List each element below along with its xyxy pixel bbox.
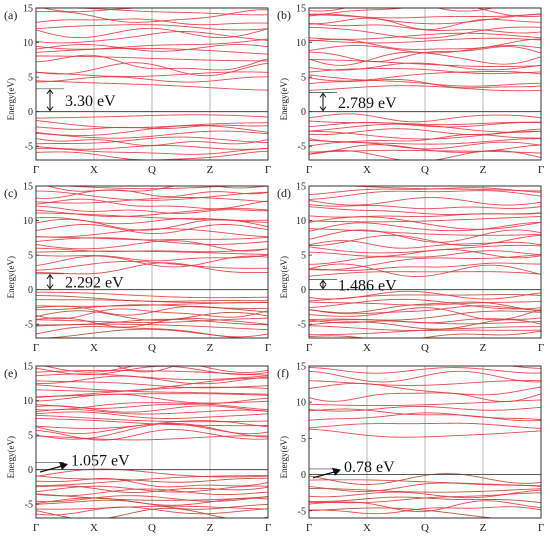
kpoint-label: X [363, 522, 371, 534]
y-tick-label: 5 [28, 73, 33, 84]
y-tick-label: 15 [296, 362, 306, 373]
kpoint-label: Z [207, 522, 214, 534]
y-tick-label: 15 [23, 182, 33, 193]
kpoint-label: Z [207, 164, 214, 176]
y-tick-label: -5 [25, 320, 33, 331]
kpoint-label: Γ [538, 522, 544, 534]
y-tick-label: 5 [301, 73, 306, 84]
kpoint-label: Q [421, 164, 429, 176]
kpoint-label: Z [207, 342, 214, 354]
kpoint-label: X [90, 342, 98, 354]
kpoint-label: Γ [306, 342, 312, 354]
y-tick-label: 0 [28, 465, 33, 476]
y-tick-label: 5 [301, 434, 306, 445]
y-tick-label: -5 [298, 506, 306, 517]
kpoint-label: Γ [306, 164, 312, 176]
kpoint-label: Γ [265, 342, 271, 354]
y-tick-label: 15 [23, 362, 33, 373]
gap-value-label: 2.292 eV [65, 275, 124, 292]
kpoint-label: Γ [265, 164, 271, 176]
panel-f: -5 0 5 10 15 Γ X Q Z Γ Energy(eV) (f) 0.78 eV [277, 359, 544, 534]
y-tick-label: 0 [301, 285, 306, 296]
y-tick-label: 15 [296, 182, 306, 193]
y-tick-label: 15 [296, 4, 306, 15]
y-tick-label: 10 [23, 38, 33, 49]
panel-b: -5 0 5 10 15 Γ X Q Z Γ Energy(eV) (b) 2.789 eV [277, 0, 544, 176]
panel-c: -5 0 5 10 15 Γ X Q Z Γ Energy(eV) (c) 2.292 eV [4, 182, 271, 355]
panel-label: (e) [4, 366, 17, 380]
kpoint-label: Q [421, 342, 429, 354]
y-axis-label: Energy(eV) [279, 256, 289, 298]
y-tick-label: 0 [301, 107, 306, 118]
kpoint-label: Γ [538, 342, 544, 354]
kpoint-label: Q [148, 342, 156, 354]
y-tick-label: 10 [296, 216, 306, 227]
kpoint-label: X [363, 164, 371, 176]
panel-label: (c) [4, 186, 17, 200]
gap-value-label: 1.057 eV [71, 452, 130, 469]
kpoint-label: Z [480, 164, 487, 176]
panel-e: -5 0 5 10 15 Γ X Q Z Γ Energy(eV) (e) 1.057 eV [4, 358, 271, 534]
kpoint-label: Γ [33, 522, 39, 534]
panel-label: (b) [277, 8, 291, 22]
kpoint-label: X [363, 342, 371, 354]
kpoint-label: Γ [265, 522, 271, 534]
kpoint-label: Q [148, 164, 156, 176]
y-tick-label: 10 [296, 398, 306, 409]
panel-label: (d) [277, 186, 291, 200]
y-tick-label: 10 [296, 38, 306, 49]
y-axis-label: Energy(eV) [6, 256, 16, 298]
kpoint-label: Γ [33, 342, 39, 354]
y-tick-label: 5 [28, 431, 33, 442]
gap-value-label: 2.789 eV [338, 95, 397, 112]
gap-value-label: 3.30 eV [65, 93, 116, 110]
kpoint-label: X [90, 164, 98, 176]
y-tick-label: -5 [298, 320, 306, 331]
y-axis-label: Energy(eV) [6, 436, 16, 478]
kpoint-label: Z [480, 522, 487, 534]
kpoint-label: Q [421, 522, 429, 534]
y-tick-label: 0 [301, 470, 306, 481]
y-axis-label: Energy(eV) [279, 78, 289, 120]
panel-d: -5 0 5 10 15 Γ X Q Z Γ Energy(eV) (d) 1.486 eV [277, 179, 544, 354]
y-axis-label: Energy(eV) [6, 78, 16, 120]
gap-value-label: 1.486 eV [338, 278, 397, 295]
y-tick-label: 10 [23, 216, 33, 227]
y-tick-label: 5 [28, 251, 33, 262]
panel-label: (a) [4, 8, 17, 22]
panel-label: (f) [277, 366, 289, 380]
kpoint-label: Γ [33, 164, 39, 176]
y-tick-label: -5 [25, 500, 33, 511]
kpoint-label: Q [148, 522, 156, 534]
conduction-band [309, 179, 541, 184]
gap-value-label: 0.78 eV [344, 459, 395, 476]
kpoint-label: Z [480, 342, 487, 354]
y-tick-label: -5 [25, 142, 33, 153]
kpoint-label: Γ [538, 164, 544, 176]
y-tick-label: -5 [298, 142, 306, 153]
y-tick-label: 15 [23, 4, 33, 15]
panel-a: -5 0 5 10 15 Γ X Q Z Γ Energy(eV) (a) 3.30 eV [4, 0, 271, 176]
kpoint-label: X [90, 522, 98, 534]
y-axis-label: Energy(eV) [279, 436, 289, 478]
y-tick-label: 0 [28, 285, 33, 296]
y-tick-label: 0 [28, 107, 33, 118]
kpoint-label: Γ [306, 522, 312, 534]
y-tick-label: 5 [301, 251, 306, 262]
y-tick-label: 10 [23, 396, 33, 407]
